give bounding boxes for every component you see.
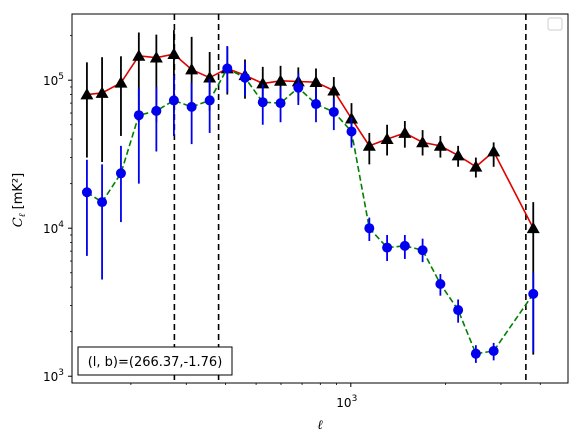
circle-marker [115, 168, 126, 179]
data-series [80, 30, 540, 363]
axis-ticks: 103 104 105 103 [43, 35, 541, 410]
circle-marker [275, 98, 286, 109]
plot-background [72, 14, 568, 383]
triangle-marker [149, 51, 163, 63]
circle-marker [310, 99, 321, 110]
triangle-marker [185, 63, 199, 75]
circle-marker [222, 63, 233, 74]
circle-marker [239, 72, 250, 83]
y-axis-label-subscript: ℓ [18, 213, 28, 217]
circle-marker [257, 97, 268, 108]
circle-marker [399, 240, 410, 251]
circle-marker [151, 105, 162, 116]
circle-marker [328, 106, 339, 117]
circle-marker [364, 223, 375, 234]
circle-marker [470, 348, 481, 359]
triangle-marker [95, 86, 109, 98]
plot-frame [71, 13, 569, 384]
triangle-marker [362, 139, 376, 151]
circle-marker [417, 245, 428, 256]
circle-marker [133, 110, 144, 121]
triangle-marker [487, 144, 501, 157]
circle-marker [488, 346, 499, 357]
triangle-marker [80, 88, 94, 100]
triangle-marker [274, 74, 288, 86]
circle-marker [168, 95, 179, 106]
triangle-marker [132, 49, 146, 61]
triangle-marker [526, 221, 540, 234]
circle-marker [293, 82, 304, 93]
y-axis-label-symbol: C [11, 217, 26, 227]
y-axis-label: Cℓ [mK²] [11, 173, 28, 227]
triangle-marker [327, 84, 341, 96]
circle-marker [81, 187, 92, 198]
y-tick-label: 105 [43, 72, 64, 88]
triangle-marker [433, 139, 447, 151]
x-tick-label: 103 [336, 394, 357, 410]
series-1 [81, 46, 539, 363]
triangle-marker [451, 148, 465, 161]
circle-marker [435, 278, 446, 289]
triangle-marker [380, 132, 394, 144]
circle-marker [97, 197, 108, 208]
annotation-box: (l, b)=(266.37,-1.76) [77, 346, 233, 376]
triangle-marker [398, 126, 412, 138]
x-axis-label: ℓ [317, 418, 323, 433]
circle-marker [528, 288, 539, 299]
triangle-marker [309, 75, 323, 88]
y-tick-label: 103 [43, 368, 64, 384]
circle-marker [453, 305, 464, 316]
y-tick-label: 104 [43, 220, 64, 236]
circle-marker [186, 101, 197, 112]
triangle-marker [416, 135, 430, 148]
triangle-marker [114, 76, 128, 88]
svg-text:Cℓ [mK²]: Cℓ [mK²] [11, 173, 28, 227]
circle-marker [346, 126, 357, 137]
triangle-marker [256, 76, 270, 89]
circle-marker [382, 242, 393, 253]
legend-box [547, 17, 563, 31]
triangle-marker [167, 47, 181, 59]
triangle-marker [203, 71, 217, 83]
triangle-marker [469, 160, 483, 172]
circle-marker [204, 95, 215, 106]
y-axis-label-unit: [mK²] [11, 173, 26, 210]
annotation-text: (l, b)=(266.37,-1.76) [88, 355, 223, 370]
